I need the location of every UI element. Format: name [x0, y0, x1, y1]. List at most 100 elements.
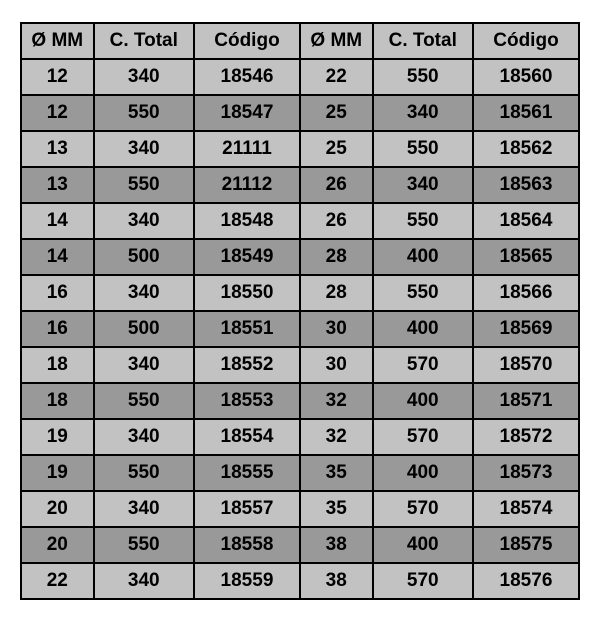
table-cell: 18552 [194, 347, 300, 383]
table-cell: 22 [300, 59, 373, 95]
table-cell: 30 [300, 311, 373, 347]
table-cell: 18564 [473, 203, 579, 239]
table-cell: 18551 [194, 311, 300, 347]
table-cell: 38 [300, 563, 373, 599]
table-row: 22340185593857018576 [21, 563, 579, 599]
table-cell: 400 [373, 239, 473, 275]
table-row: 12550185472534018561 [21, 95, 579, 131]
col-header: Código [194, 23, 300, 59]
table-row: 14500185492840018565 [21, 239, 579, 275]
table-cell: 22 [21, 563, 94, 599]
table-cell: 35 [300, 455, 373, 491]
table-cell: 19 [21, 455, 94, 491]
table-cell: 12 [21, 95, 94, 131]
table-cell: 550 [373, 131, 473, 167]
table-cell: 20 [21, 491, 94, 527]
table-cell: 18561 [473, 95, 579, 131]
table-cell: 550 [94, 455, 194, 491]
table-cell: 19 [21, 419, 94, 455]
table-cell: 550 [373, 203, 473, 239]
table-cell: 550 [94, 527, 194, 563]
table-cell: 38 [300, 527, 373, 563]
table-cell: 550 [373, 275, 473, 311]
table-cell: 35 [300, 491, 373, 527]
table-row: 13550211122634018563 [21, 167, 579, 203]
table-cell: 18555 [194, 455, 300, 491]
table-cell: 26 [300, 167, 373, 203]
table-cell: 18 [21, 347, 94, 383]
table-row: 18550185533240018571 [21, 383, 579, 419]
table-cell: 20 [21, 527, 94, 563]
table-cell: 18559 [194, 563, 300, 599]
table-cell: 18558 [194, 527, 300, 563]
table-cell: 18546 [194, 59, 300, 95]
table-cell: 340 [94, 203, 194, 239]
table-header-row: Ø MMC. TotalCódigoØ MMC. TotalCódigo [21, 23, 579, 59]
table-cell: 13 [21, 131, 94, 167]
col-header: C. Total [94, 23, 194, 59]
table-cell: 550 [94, 383, 194, 419]
col-header: Ø MM [300, 23, 373, 59]
table-cell: 18554 [194, 419, 300, 455]
table-cell: 340 [94, 59, 194, 95]
table-cell: 21111 [194, 131, 300, 167]
col-header: Código [473, 23, 579, 59]
table-cell: 32 [300, 383, 373, 419]
table-cell: 18570 [473, 347, 579, 383]
table-cell: 500 [94, 239, 194, 275]
table-cell: 18574 [473, 491, 579, 527]
table-cell: 12 [21, 59, 94, 95]
col-header: C. Total [373, 23, 473, 59]
table-cell: 400 [373, 455, 473, 491]
table-row: 12340185462255018560 [21, 59, 579, 95]
table-cell: 16 [21, 275, 94, 311]
table-cell: 340 [94, 419, 194, 455]
table-row: 20550185583840018575 [21, 527, 579, 563]
table-cell: 18553 [194, 383, 300, 419]
table-cell: 30 [300, 347, 373, 383]
table-cell: 26 [300, 203, 373, 239]
table-cell: 21112 [194, 167, 300, 203]
table-row: 19340185543257018572 [21, 419, 579, 455]
table-cell: 18576 [473, 563, 579, 599]
table-cell: 550 [94, 95, 194, 131]
table-cell: 18550 [194, 275, 300, 311]
table-cell: 14 [21, 239, 94, 275]
table-cell: 400 [373, 383, 473, 419]
table-row: 19550185553540018573 [21, 455, 579, 491]
table-cell: 18572 [473, 419, 579, 455]
table-cell: 25 [300, 95, 373, 131]
table-cell: 340 [94, 491, 194, 527]
table-cell: 18573 [473, 455, 579, 491]
table-cell: 340 [94, 347, 194, 383]
table-cell: 570 [373, 491, 473, 527]
table-cell: 16 [21, 311, 94, 347]
table-cell: 570 [373, 347, 473, 383]
table-cell: 18548 [194, 203, 300, 239]
table-cell: 340 [373, 95, 473, 131]
table-cell: 18557 [194, 491, 300, 527]
table-cell: 400 [373, 311, 473, 347]
table-cell: 18547 [194, 95, 300, 131]
table-cell: 18575 [473, 527, 579, 563]
table-cell: 25 [300, 131, 373, 167]
table-cell: 18562 [473, 131, 579, 167]
table-cell: 14 [21, 203, 94, 239]
table-cell: 340 [94, 275, 194, 311]
col-header: Ø MM [21, 23, 94, 59]
spec-table: Ø MMC. TotalCódigoØ MMC. TotalCódigo 123… [20, 22, 580, 600]
table-row: 16500185513040018569 [21, 311, 579, 347]
table-cell: 32 [300, 419, 373, 455]
table-cell: 28 [300, 275, 373, 311]
table-cell: 18569 [473, 311, 579, 347]
table-cell: 570 [373, 419, 473, 455]
table-row: 20340185573557018574 [21, 491, 579, 527]
table-cell: 18 [21, 383, 94, 419]
table-cell: 18549 [194, 239, 300, 275]
table-row: 14340185482655018564 [21, 203, 579, 239]
table-cell: 550 [373, 59, 473, 95]
table-cell: 550 [94, 167, 194, 203]
table-cell: 13 [21, 167, 94, 203]
table-cell: 340 [373, 167, 473, 203]
table-cell: 400 [373, 527, 473, 563]
